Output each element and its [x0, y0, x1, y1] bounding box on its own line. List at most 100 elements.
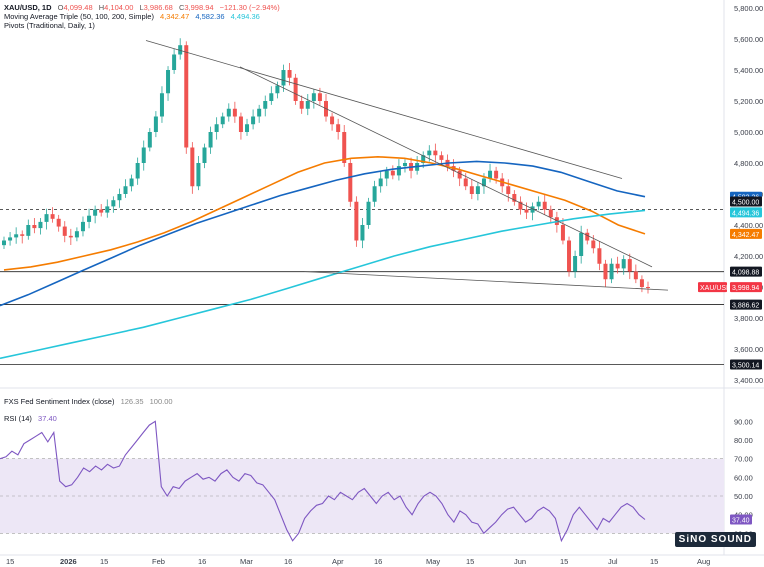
price-badge-label: 4,500.00 — [732, 200, 759, 207]
time-tick-label: May — [426, 557, 440, 566]
time-tick-label: 2026 — [60, 557, 77, 566]
time-axis: 15 2026 15 Feb 16 Mar 16 Apr 16 May 15 Jun 15 Jul 15 Au… — [6, 557, 710, 566]
candle-body — [372, 186, 377, 202]
lower-trendline — [239, 66, 653, 268]
candle-body — [184, 45, 189, 148]
candle-body — [50, 214, 55, 219]
candle-body — [38, 221, 43, 229]
fxs-legend: FXS Fed Sentiment Index (close) 126.35 1… — [4, 397, 177, 406]
ma200-line — [0, 209, 646, 360]
price-badge-bg — [730, 359, 762, 370]
price-badge: 3,998.94 — [730, 282, 762, 293]
ma-legend: Moving Average Triple (50, 100, 200, Sim… — [4, 12, 264, 21]
candle-body — [214, 124, 219, 132]
price-badge-bg — [730, 299, 762, 310]
upper-trendline — [145, 40, 623, 179]
rsi-tick-label: 80.00 — [734, 436, 753, 445]
candle-body — [80, 221, 85, 232]
time-tick-label: 16 — [198, 557, 206, 566]
candle-body — [87, 215, 92, 222]
candle-body — [621, 259, 626, 269]
candle-body — [311, 93, 316, 101]
price-badge: 3,500.14 — [730, 359, 762, 370]
candle-body — [615, 263, 620, 269]
candle-body — [378, 178, 383, 187]
candle-body — [646, 287, 650, 288]
candle-body — [62, 226, 67, 236]
candle-body — [178, 45, 183, 55]
candle-body — [366, 201, 371, 225]
candle-body — [117, 194, 122, 201]
candle-body — [390, 170, 395, 176]
candle-body — [238, 116, 243, 132]
price-tick-label: 4,200.00 — [734, 252, 763, 261]
price-badge-bg — [730, 266, 762, 277]
price-badge-bg — [730, 282, 762, 293]
time-tick-label: 16 — [374, 557, 382, 566]
price-badge: 4,494.36 — [730, 207, 762, 218]
pivots-legend: Pivots (Traditional, Daily, 1) — [4, 21, 99, 30]
candle-body — [542, 201, 547, 210]
candle-body — [609, 263, 614, 280]
price-tick-label: 3,800.00 — [734, 314, 763, 323]
candle-body — [639, 279, 644, 287]
candle-body — [494, 170, 499, 179]
rsi-tick-label: 60.00 — [734, 473, 753, 482]
rsi-legend: RSI (14) 37.40 — [4, 414, 61, 423]
candle-body — [439, 155, 444, 160]
price-badge-label: 3,886.62 — [732, 303, 759, 310]
candle-body — [99, 209, 104, 213]
time-tick-label: Mar — [240, 557, 253, 566]
candle-body — [147, 132, 152, 148]
candle-body — [627, 259, 632, 272]
time-tick-label: 15 — [560, 557, 568, 566]
candle-body — [20, 234, 25, 236]
low-label: L — [139, 3, 144, 12]
change-value: −121.30 (−2.94%) — [219, 3, 280, 12]
open-value: 4,099.48 — [63, 3, 93, 12]
candle-body — [202, 147, 207, 163]
price-badge-label: 4,494.36 — [732, 210, 759, 217]
watermark-logo: SiNO SOUND — [674, 532, 756, 547]
candle-body — [226, 108, 231, 117]
candle-body — [275, 85, 280, 94]
rsi-label: RSI (14) — [4, 414, 32, 423]
rsi-tick-label: 50.00 — [734, 492, 753, 501]
price-tick-label: 5,200.00 — [734, 97, 763, 106]
candle-body — [475, 186, 480, 194]
candle-body — [305, 101, 310, 109]
close-value: 3,998.94 — [184, 3, 214, 12]
candle-body — [317, 93, 322, 101]
candle-body — [512, 194, 517, 202]
fxs-level: 100.00 — [149, 397, 173, 406]
price-tick-label: 3,600.00 — [734, 345, 763, 354]
candle-body — [190, 147, 195, 187]
candle-body — [208, 132, 213, 148]
rsi-line — [0, 420, 646, 543]
candle-body — [135, 163, 140, 179]
candle-body — [263, 101, 268, 109]
candle-body — [129, 178, 134, 187]
candle-body — [166, 70, 171, 94]
candle-body — [196, 163, 201, 187]
time-tick-label: Jul — [608, 557, 618, 566]
candle-body — [457, 170, 462, 179]
price-badge: 3,886.62 — [730, 299, 762, 310]
candle-body — [257, 108, 262, 117]
candle-body — [336, 124, 341, 132]
candle-body — [524, 209, 529, 213]
price-badge-label: 3,998.94 — [732, 285, 759, 292]
candle-body — [245, 124, 250, 132]
candle-body — [573, 256, 578, 272]
price-badge-label: 3,500.14 — [732, 362, 759, 369]
candle-body — [153, 116, 158, 132]
candle-body — [360, 225, 365, 241]
candle-body — [281, 70, 286, 86]
candle-body — [585, 232, 590, 241]
rsi-tick-label: 90.00 — [734, 417, 753, 426]
ma200-value: 4,494.36 — [230, 12, 260, 21]
ma50-value: 4,342.47 — [160, 12, 190, 21]
candle-body — [220, 116, 225, 125]
candle-body — [433, 150, 438, 156]
